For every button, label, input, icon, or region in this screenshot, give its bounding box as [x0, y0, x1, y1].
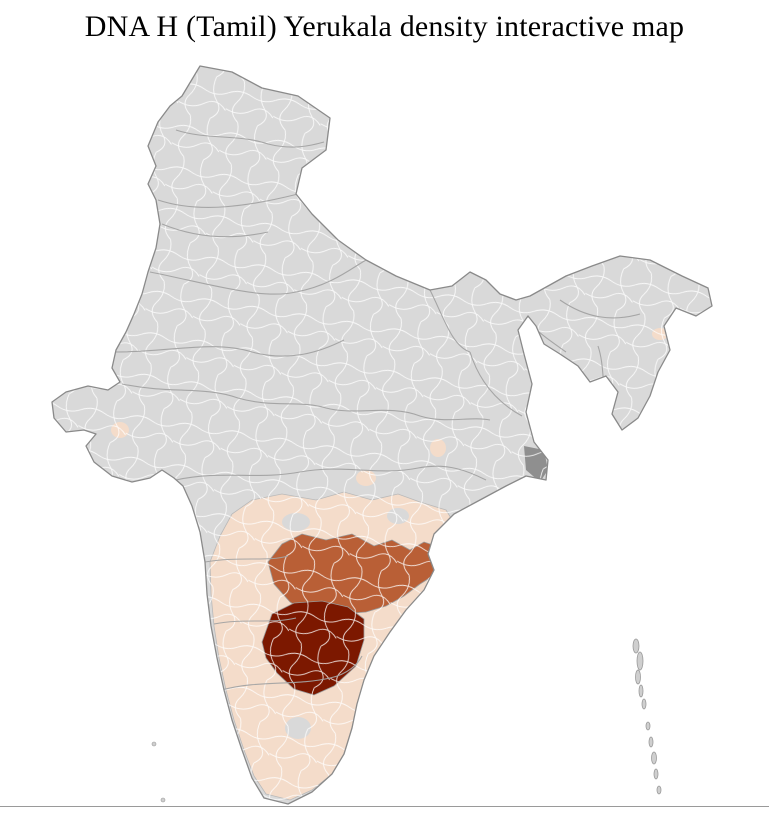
- state-boundaries: [115, 129, 641, 691]
- india-outline: [51, 65, 713, 805]
- page-title: DNA H (Tamil) Yerukala density interacti…: [84, 10, 685, 43]
- andaman-nicobar-islands[interactable]: [632, 638, 662, 795]
- bottom-divider: [0, 806, 769, 807]
- lakshadweep-islands[interactable]: [151, 741, 166, 803]
